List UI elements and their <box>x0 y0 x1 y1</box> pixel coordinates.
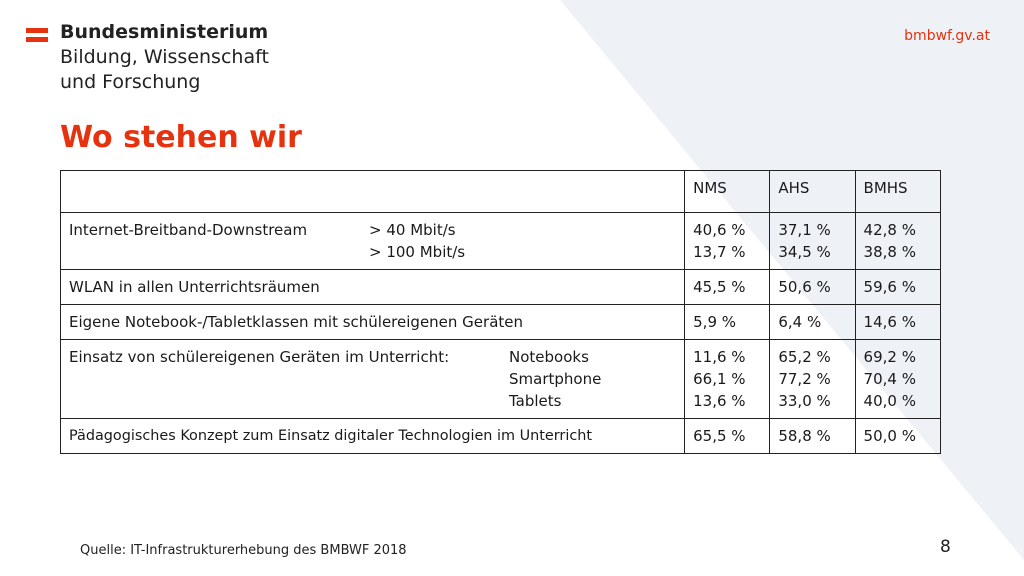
value-cell-ahs: 58,8 % <box>769 418 856 454</box>
value-cell-nms: 65,5 % <box>684 418 771 454</box>
value: 66,1 % <box>693 370 746 388</box>
value: 69,2 % <box>863 348 916 366</box>
value: 34,5 % <box>778 243 831 261</box>
value-cell-ahs: 37,1 % 34,5 % <box>769 212 856 270</box>
statistics-table: NMS AHS BMHS Internet-Breitband-Downstre… <box>59 170 942 454</box>
sub-label: > 100 Mbit/s <box>369 243 466 261</box>
website-link[interactable]: bmbwf.gv.at <box>904 28 990 44</box>
row-label-cell: WLAN in allen Unterrichtsräumen <box>59 269 686 305</box>
row-sub-labels: > 40 Mbit/s > 100 Mbit/s <box>369 219 465 263</box>
sub-label: Notebooks <box>509 348 589 366</box>
table-row: Internet-Breitband-Downstream > 40 Mbit/s… <box>59 212 942 270</box>
table-row: WLAN in allen Unterrichtsräumen 45,5 % 5… <box>59 269 942 305</box>
row-label-cell: Einsatz von schülereigenen Geräten im Un… <box>59 339 686 419</box>
value-cell-ahs: 65,2 % 77,2 % 33,0 % <box>769 339 856 419</box>
ministry-line-1: Bundesministerium <box>60 21 269 43</box>
row-sub-labels: Notebooks Smartphone Tablets <box>509 346 601 412</box>
header-cell-ahs: AHS <box>769 170 856 213</box>
source-note: Quelle: IT-Infrastrukturerhebung des BMB… <box>80 543 407 558</box>
value: 40,6 % <box>693 221 746 239</box>
table-row: Pädagogisches Konzept zum Einsatz digita… <box>59 418 942 454</box>
sub-label: Tablets <box>509 392 562 410</box>
value: 70,4 % <box>863 370 916 388</box>
value-cell-nms: 5,9 % <box>684 304 771 340</box>
value-cell-bmhs: 69,2 % 70,4 % 40,0 % <box>854 339 942 419</box>
value: 33,0 % <box>778 392 831 410</box>
value: 65,2 % <box>778 348 831 366</box>
slide-title: Wo stehen wir <box>60 120 302 155</box>
value-cell-bmhs: 14,6 % <box>854 304 942 340</box>
row-label-cell: Eigene Notebook-/Tabletklassen mit schül… <box>59 304 686 340</box>
header-cell-empty <box>59 170 686 213</box>
sub-label: Smartphone <box>509 370 602 388</box>
value-cell-ahs: 50,6 % <box>769 269 856 305</box>
value: 40,0 % <box>863 392 916 410</box>
ministry-line-2: Bildung, Wissenschaft <box>60 46 269 68</box>
value: 13,6 % <box>693 392 746 410</box>
header-cell-bmhs: BMHS <box>854 170 942 213</box>
value: 11,6 % <box>693 348 746 366</box>
header-cell-nms: NMS <box>684 170 771 213</box>
value-cell-bmhs: 59,6 % <box>854 269 942 305</box>
row-label: Internet-Breitband-Downstream <box>69 221 308 239</box>
value-cell-nms: 40,6 % 13,7 % <box>684 212 771 270</box>
value-cell-ahs: 6,4 % <box>769 304 856 340</box>
austria-flag-icon <box>26 28 48 42</box>
value-cell-bmhs: 42,8 % 38,8 % <box>854 212 942 270</box>
value: 37,1 % <box>778 221 831 239</box>
table-row: Eigene Notebook-/Tabletklassen mit schül… <box>59 304 942 340</box>
row-label-cell: Internet-Breitband-Downstream > 40 Mbit/s… <box>59 212 686 270</box>
value: 77,2 % <box>778 370 831 388</box>
value: 13,7 % <box>693 243 746 261</box>
row-label: Einsatz von schülereigenen Geräten im Un… <box>69 348 450 366</box>
value-cell-nms: 11,6 % 66,1 % 13,6 % <box>684 339 771 419</box>
table-header-row: NMS AHS BMHS <box>59 170 942 213</box>
sub-label: > 40 Mbit/s <box>369 221 456 239</box>
value-cell-bmhs: 50,0 % <box>854 418 942 454</box>
value: 38,8 % <box>863 243 916 261</box>
value: 42,8 % <box>863 221 916 239</box>
value-cell-nms: 45,5 % <box>684 269 771 305</box>
table-row: Einsatz von schülereigenen Geräten im Un… <box>59 339 942 419</box>
ministry-name: Bundesministerium Bildung, Wissenschaft … <box>60 20 320 95</box>
ministry-line-3: und Forschung <box>60 71 201 93</box>
row-label-cell: Pädagogisches Konzept zum Einsatz digita… <box>59 418 686 454</box>
page-number: 8 <box>940 537 951 557</box>
